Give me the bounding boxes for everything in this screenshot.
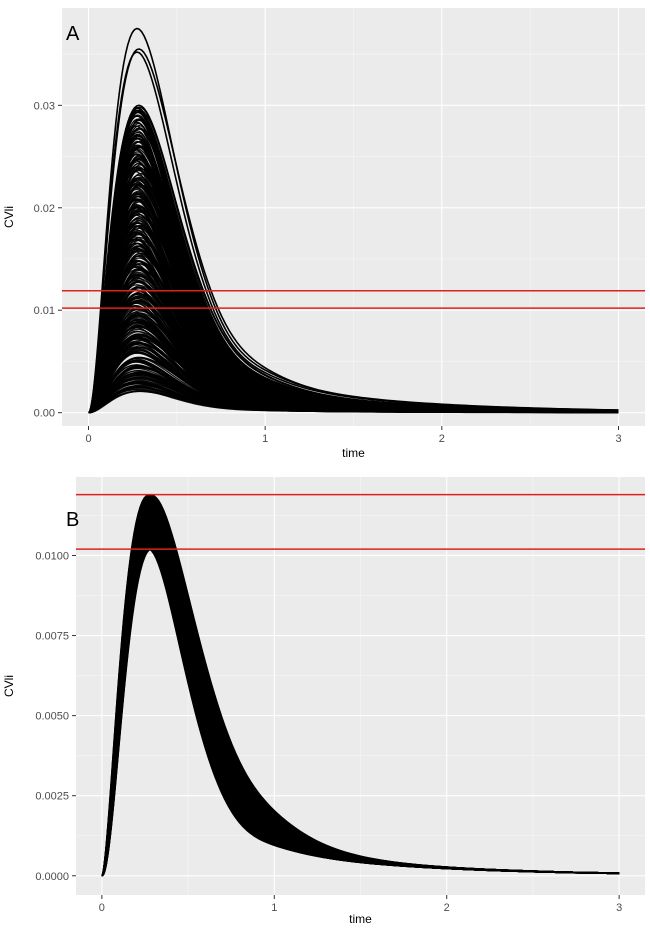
axes: 0 1 2 3 0.00 0.01 0.02 0.03: [34, 100, 622, 445]
y-tick-label: 0.00: [34, 408, 55, 420]
x-tick-label: 1: [262, 433, 268, 445]
x-axis-title: time: [342, 446, 365, 460]
series-curve-lowest: [87, 390, 619, 414]
y-tick-label: 0.03: [34, 100, 55, 112]
grid: [76, 477, 645, 895]
y-tick-label: 0.0000: [35, 871, 69, 883]
y-tick-label: 0.01: [34, 305, 55, 317]
x-tick-label: 2: [439, 433, 445, 445]
y-axis-title: CVli: [2, 206, 16, 228]
series-curve-peak: [87, 51, 619, 414]
x-tick-label: 1: [271, 902, 277, 914]
grid: [62, 8, 645, 426]
x-tick-label: 3: [615, 433, 621, 445]
x-tick-label: 2: [444, 902, 450, 914]
x-axis-title: time: [349, 912, 372, 926]
x-tick-label: 0: [85, 433, 91, 445]
panel-label: B: [66, 509, 79, 531]
y-tick-label: 0.0100: [35, 550, 69, 562]
y-tick-label: 0.0075: [35, 631, 69, 643]
axes: 0 1 2 3 0.0000 0.0025 0.0050 0.0075 0.0100: [35, 550, 622, 914]
series-curve: [101, 493, 620, 877]
y-tick-label: 0.0050: [35, 711, 69, 723]
panel-B: 0 1 2 3 0.0000 0.0025 0.0050 0.0075 0.0100 time CV…: [2, 477, 645, 926]
x-tick-label: 3: [616, 902, 622, 914]
series-curve-peak: [87, 109, 619, 414]
panel-label: A: [66, 23, 80, 45]
x-tick-label: 0: [99, 902, 105, 914]
y-axis-title: CVli: [2, 675, 16, 697]
y-tick-label: 0.02: [34, 203, 55, 215]
curve-ensemble: [101, 493, 620, 877]
panel-A: 0 1 2 3 0.00 0.01 0.02 0.03 time CVli A: [2, 8, 645, 460]
y-tick-label: 0.0025: [35, 791, 69, 803]
